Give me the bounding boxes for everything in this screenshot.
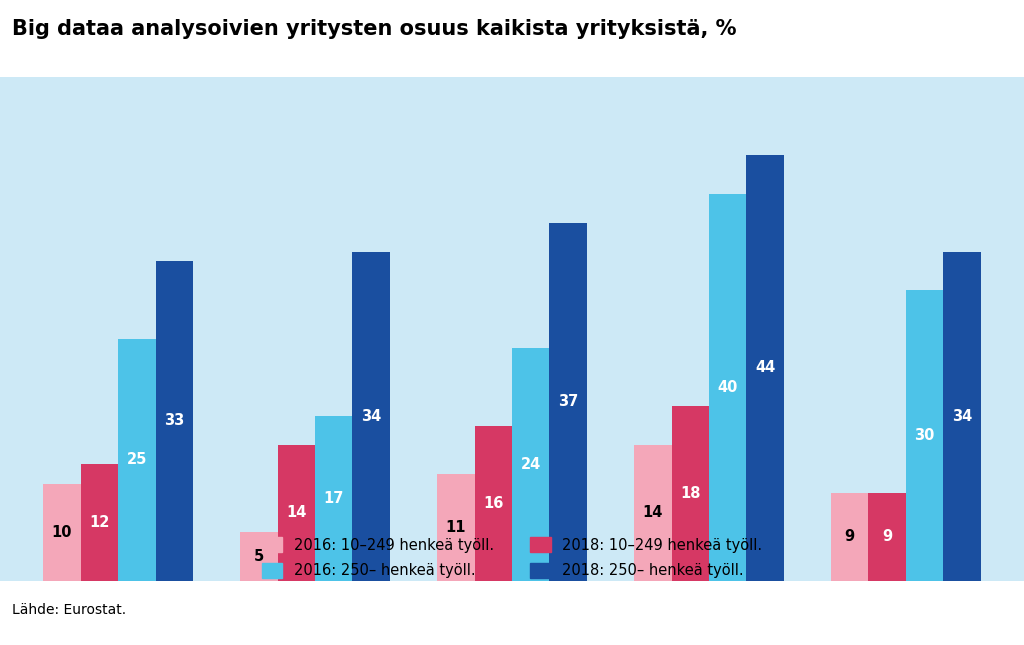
Text: 17: 17 [324, 491, 344, 506]
Bar [550, 223, 587, 580]
Text: 14: 14 [286, 505, 306, 521]
Bar [241, 532, 278, 580]
Bar [278, 445, 315, 580]
Text: 25: 25 [127, 452, 147, 467]
Bar [746, 155, 783, 580]
Text: 10: 10 [52, 524, 73, 540]
Bar [709, 194, 746, 580]
Text: 18: 18 [680, 486, 700, 501]
Bar [315, 416, 352, 580]
Bar [512, 348, 550, 580]
Text: 16: 16 [483, 495, 504, 511]
Bar [672, 406, 709, 580]
Text: 11: 11 [445, 520, 466, 535]
Text: 37: 37 [558, 394, 579, 409]
Text: 9: 9 [882, 530, 892, 544]
Bar [831, 493, 868, 580]
Text: Lähde: Eurostat.: Lähde: Eurostat. [12, 602, 126, 617]
Text: 30: 30 [914, 428, 935, 443]
Text: 9: 9 [845, 530, 855, 544]
Bar [43, 484, 81, 580]
Text: 24: 24 [520, 457, 541, 472]
Bar [868, 493, 906, 580]
Bar [81, 464, 118, 580]
Bar [156, 261, 193, 580]
Text: 44: 44 [755, 360, 775, 375]
Bar [437, 474, 474, 580]
Bar [634, 445, 672, 580]
Text: Big dataa analysoivien yritysten osuus kaikista yrityksistä, %: Big dataa analysoivien yritysten osuus k… [12, 19, 737, 39]
Bar [906, 290, 943, 580]
Text: 40: 40 [718, 379, 738, 395]
Text: 12: 12 [89, 515, 110, 530]
Bar [474, 426, 512, 580]
Bar [943, 252, 981, 580]
Text: 34: 34 [952, 408, 972, 424]
Legend: 2016: 10–249 henkeä työll., 2016: 250– henkeä työll., 2018: 10–249 henkeä työll.: 2016: 10–249 henkeä työll., 2016: 250– h… [261, 537, 763, 578]
Text: 14: 14 [643, 505, 663, 521]
Bar [352, 252, 390, 580]
Bar [118, 339, 156, 580]
Text: 33: 33 [164, 413, 184, 428]
Text: 34: 34 [361, 408, 381, 424]
Text: 5: 5 [254, 549, 264, 564]
